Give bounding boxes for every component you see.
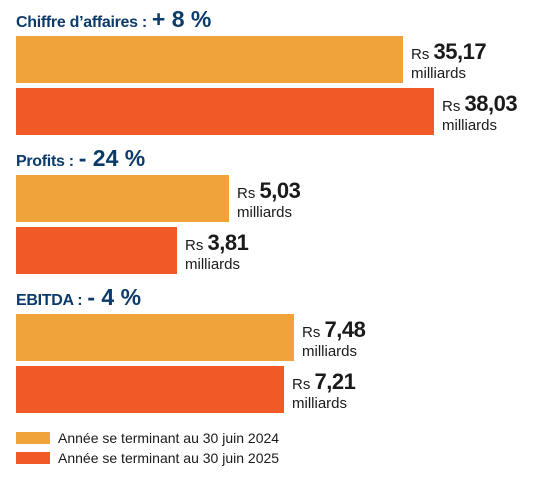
currency-label: Rs <box>411 46 434 63</box>
currency-label: Rs <box>185 237 208 254</box>
section-title: Chiffre d’affaires : + 8 % <box>16 6 211 33</box>
currency-label: Rs <box>237 185 260 202</box>
legend-item: Année se terminant au 30 juin 2025 <box>16 450 279 466</box>
legend-item: Année se terminant au 30 juin 2024 <box>16 430 279 446</box>
bar <box>16 314 294 361</box>
bar <box>16 36 403 83</box>
data-label: Rs 5,03 milliards <box>237 178 301 221</box>
section-title: EBITDA :- 4 % <box>16 284 141 311</box>
metric-label: Profits : <box>16 153 74 170</box>
value-label: 7,21 <box>314 369 356 394</box>
unit-label: milliards <box>302 343 358 360</box>
unit-label: milliards <box>237 204 293 221</box>
data-label: Rs 3,81 milliards <box>185 230 249 273</box>
data-label: Rs 38,03 milliards <box>442 91 518 134</box>
value-label: 5,03 <box>259 178 301 203</box>
legend-swatch <box>16 432 50 444</box>
data-label: Rs 7,48 milliards <box>302 317 366 360</box>
data-label: Rs 7,21 milliards <box>292 369 356 412</box>
metric-label: Chiffre d’affaires : <box>16 14 147 31</box>
metric-label: EBITDA : <box>16 292 83 309</box>
section-title: Profits :- 24 % <box>16 145 145 172</box>
value-label: 7,48 <box>324 317 366 342</box>
bar <box>16 227 177 274</box>
change-value: - 24 % <box>78 145 146 171</box>
change-value: - 4 % <box>87 284 142 310</box>
bar <box>16 366 284 413</box>
value-label: 38,03 <box>464 91 518 116</box>
data-label: Rs 35,17 milliards <box>411 39 487 82</box>
bar <box>16 175 229 222</box>
legend-label: Année se terminant au 30 juin 2025 <box>58 450 280 466</box>
value-label: 3,81 <box>207 230 249 255</box>
legend-label: Année se terminant au 30 juin 2024 <box>58 430 280 446</box>
unit-label: milliards <box>185 256 241 273</box>
bar <box>16 88 434 135</box>
value-label: 35,17 <box>433 39 487 64</box>
currency-label: Rs <box>442 98 465 115</box>
unit-label: milliards <box>292 395 348 412</box>
unit-label: milliards <box>442 117 498 134</box>
currency-label: Rs <box>292 376 315 393</box>
change-value: + 8 % <box>151 6 212 32</box>
unit-label: milliards <box>411 65 467 82</box>
currency-label: Rs <box>302 324 325 341</box>
legend-swatch <box>16 452 50 464</box>
